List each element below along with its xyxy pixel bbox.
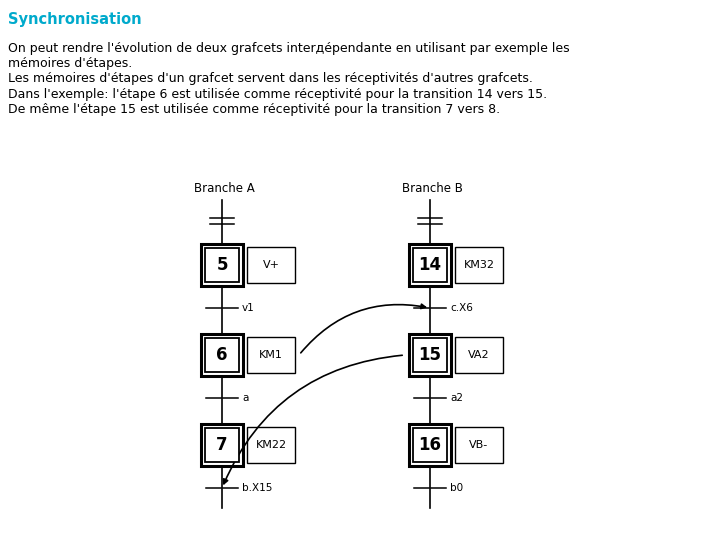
Bar (409, 334, 451, 376)
Bar (455, 247, 503, 283)
Text: b.X15: b.X15 (242, 483, 272, 493)
Text: 15: 15 (418, 346, 441, 364)
Text: Branche A: Branche A (194, 182, 255, 195)
Bar (205, 338, 239, 372)
Text: mémoires d'étapes.: mémoires d'étapes. (8, 57, 132, 70)
Bar (247, 427, 295, 463)
Bar (205, 248, 239, 282)
Text: a2: a2 (450, 393, 463, 403)
Text: Branche B: Branche B (402, 182, 463, 195)
Text: a: a (242, 393, 248, 403)
Bar (413, 248, 447, 282)
Text: On peut rendre l'évolution de deux grafcets interдépendante en utilisant par exe: On peut rendre l'évolution de deux grafc… (8, 42, 570, 55)
Text: KM32: KM32 (464, 260, 495, 270)
Text: KM22: KM22 (256, 440, 287, 450)
Bar (413, 428, 447, 462)
Bar (247, 247, 295, 283)
Text: 6: 6 (216, 346, 228, 364)
Text: 7: 7 (216, 436, 228, 454)
Text: Les mémoires d'étapes d'un grafcet servent dans les réceptivités d'autres grafce: Les mémoires d'étapes d'un grafcet serve… (8, 72, 533, 85)
Bar (455, 337, 503, 373)
Text: KM1: KM1 (259, 350, 283, 360)
Bar (201, 334, 243, 376)
Text: v1: v1 (242, 303, 255, 313)
Bar (247, 337, 295, 373)
Text: 5: 5 (216, 256, 228, 274)
Text: De même l'étape 15 est utilisée comme réceptivité pour la transition 7 vers 8.: De même l'étape 15 est utilisée comme ré… (8, 103, 500, 116)
Bar (201, 244, 243, 286)
Bar (205, 428, 239, 462)
Text: VA2: VA2 (468, 350, 490, 360)
Text: 14: 14 (418, 256, 441, 274)
Text: 16: 16 (418, 436, 441, 454)
Bar (413, 338, 447, 372)
Bar (201, 424, 243, 466)
Text: V+: V+ (263, 260, 279, 270)
Text: c.X6: c.X6 (450, 303, 473, 313)
Bar (409, 244, 451, 286)
Text: b0: b0 (450, 483, 463, 493)
Text: VB-: VB- (469, 440, 489, 450)
Text: Synchronisation: Synchronisation (8, 12, 142, 27)
Bar (455, 427, 503, 463)
Bar (409, 424, 451, 466)
Text: Dans l'exemple: l'étape 6 est utilisée comme réceptivité pour la transition 14 v: Dans l'exemple: l'étape 6 est utilisée c… (8, 88, 547, 101)
